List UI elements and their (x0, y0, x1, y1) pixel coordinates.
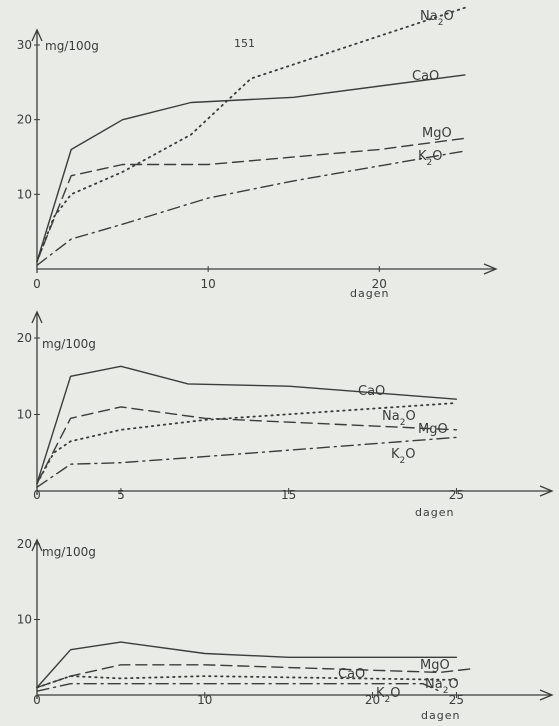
x-tick-label: 25 (449, 488, 464, 502)
x-tick-label: 20 (372, 277, 387, 291)
y-axis-arrow (31, 538, 43, 552)
y-tick-label: 10 (17, 613, 32, 627)
series-label-na2o: Na2O (420, 9, 454, 28)
y-tick-label: 20 (17, 113, 32, 127)
series-label-k2o: K2O (376, 686, 401, 705)
y-tick-label: 20 (17, 331, 32, 345)
y-axis-label: mg/100g (42, 545, 96, 559)
series-label-cao: CaO (412, 69, 439, 84)
x-axis-label: dagen (350, 287, 389, 300)
x-tick-label: 25 (449, 693, 464, 707)
series-label-mgo: MgO (418, 422, 448, 437)
x-axis-arrow (539, 485, 554, 497)
x-tick-label: 0 (33, 277, 41, 291)
series-line-mgo (36, 664, 474, 689)
y-axis-label: mg/100g (42, 337, 96, 351)
series-line-na2o (36, 6, 466, 263)
x-axis-arrow (483, 263, 498, 275)
x-axis-label: dagen (415, 506, 454, 519)
series-line-mgo (36, 137, 466, 263)
series-line-na2o (36, 402, 458, 485)
series-label-na2o: Na2O (382, 409, 416, 428)
series-label-k2o: K2O (391, 447, 416, 466)
series-label-na2o: Na2O (425, 677, 459, 696)
series-label-mgo: MgO (420, 658, 450, 673)
x-tick-label: 5 (117, 488, 125, 502)
x-axis-arrow (539, 689, 554, 701)
x-tick-label: 0 (33, 488, 41, 502)
series-line-na2o (36, 675, 458, 689)
series-line-k2o (36, 683, 441, 692)
x-axis-label: dagen (421, 709, 460, 722)
x-tick-label: 20 (365, 693, 380, 707)
y-axis-label: mg/100g (45, 39, 99, 53)
y-tick-label: 30 (17, 38, 32, 52)
y-tick-label: 10 (17, 408, 32, 422)
y-tick-label: 10 (17, 187, 32, 201)
x-tick-label: 10 (201, 277, 216, 291)
series-line-k2o (36, 436, 458, 488)
x-tick-label: 15 (281, 488, 296, 502)
series-line-mgo (36, 406, 458, 485)
y-axis-arrow (31, 310, 43, 324)
series-line-k2o (36, 150, 466, 266)
x-tick-label: 10 (197, 693, 212, 707)
chart-1: 0 10 20 10 20 30 mg/100g dagen CaO MgO Na2O K2O (17, 6, 498, 300)
series-label-cao: CaO (358, 384, 385, 399)
series-line-cao (36, 641, 458, 689)
page-number: 151 (234, 37, 255, 50)
series-label-k2o: K2O (418, 149, 443, 168)
series-line-cao (36, 74, 466, 263)
x-tick-label: 0 (33, 693, 41, 707)
y-axis-arrow (31, 28, 43, 42)
series-label-mgo: MgO (422, 126, 452, 141)
y-tick-label: 20 (17, 537, 32, 551)
series-line-cao (36, 365, 458, 485)
